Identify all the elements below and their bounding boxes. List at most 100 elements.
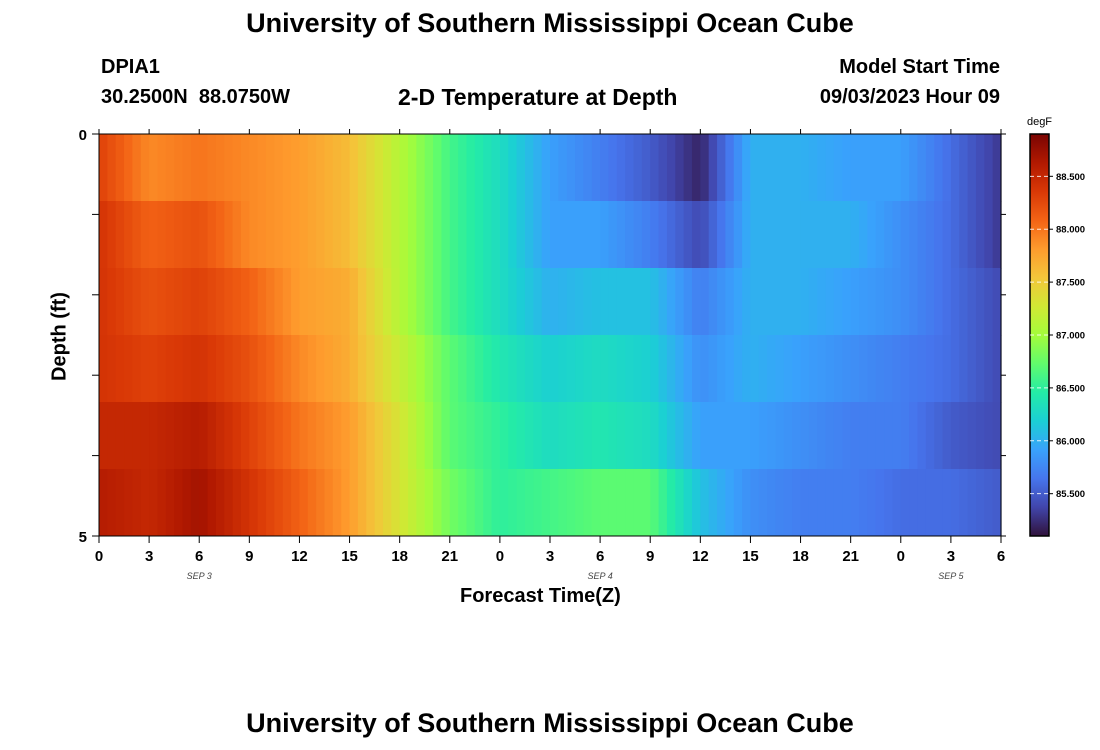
heatmap-cell <box>558 268 568 336</box>
heatmap-cell <box>291 268 301 336</box>
heatmap-cell <box>967 134 977 202</box>
heatmap-cell <box>115 268 125 336</box>
heatmap-cell <box>959 469 969 537</box>
heatmap-cell <box>466 335 476 403</box>
heatmap-cell <box>817 134 827 202</box>
heatmap-cell <box>199 402 209 470</box>
heatmap-cell <box>408 335 417 403</box>
heatmap-cell <box>165 335 175 403</box>
heatmap-cell <box>249 469 259 537</box>
heatmap-cell <box>391 335 401 403</box>
heatmap-cell <box>917 469 927 537</box>
heatmap-cell <box>850 402 860 470</box>
heatmap-cell <box>917 201 927 269</box>
heatmap-cell <box>600 201 610 269</box>
heatmap-cell <box>575 469 585 537</box>
heatmap-cell <box>491 268 501 336</box>
heatmap-cell <box>174 469 184 537</box>
y-tick-label: 0 <box>79 127 87 144</box>
heatmap-cell <box>174 335 184 403</box>
heatmap-cell <box>600 268 610 336</box>
heatmap-cell <box>633 134 643 202</box>
heatmap-cell <box>975 268 985 336</box>
heatmap-cell <box>408 134 417 202</box>
heatmap-cell <box>157 134 167 202</box>
heatmap-cell <box>524 469 534 537</box>
heatmap-cell <box>316 201 326 269</box>
heatmap-cell <box>550 402 559 470</box>
heatmap-cell <box>925 134 935 202</box>
heatmap-cell <box>224 134 234 202</box>
heatmap-cell <box>650 335 660 403</box>
heatmap-cell <box>508 402 518 470</box>
heatmap-cell <box>391 268 401 336</box>
heatmap-cell <box>625 268 635 336</box>
heatmap-cell <box>357 268 367 336</box>
heatmap-cell <box>491 201 501 269</box>
heatmap-cell <box>149 469 159 537</box>
heatmap-cell <box>825 335 835 403</box>
heatmap-cell <box>416 268 426 336</box>
heatmap-cell <box>867 335 877 403</box>
heatmap-cell <box>149 134 159 202</box>
heatmap-cell <box>399 268 409 336</box>
heatmap-cell <box>124 469 134 537</box>
heatmap-cell <box>224 335 234 403</box>
heatmap-cell <box>892 201 902 269</box>
heatmap-cell <box>157 335 167 403</box>
heatmap-cell <box>700 268 710 336</box>
heatmap-cell <box>583 201 593 269</box>
heatmap-cell <box>391 469 401 537</box>
heatmap-cell <box>190 268 200 336</box>
heatmap-cell <box>717 335 726 403</box>
heatmap-cell <box>449 402 459 470</box>
heatmap-cell <box>700 402 710 470</box>
heatmap-cell <box>332 402 342 470</box>
heatmap-cell <box>950 134 960 202</box>
y-tick-label: 5 <box>79 529 87 546</box>
heatmap-cell <box>99 402 108 470</box>
heatmap-cell <box>307 402 317 470</box>
heatmap-cell <box>959 402 969 470</box>
station-coords: 30.2500N 88.0750W <box>101 86 291 108</box>
heatmap-cell <box>792 335 802 403</box>
heatmap-cell <box>399 134 409 202</box>
heatmap-cell <box>449 134 459 202</box>
heatmap-cell <box>207 268 217 336</box>
heatmap-cell <box>399 201 409 269</box>
heatmap-cell <box>190 402 200 470</box>
heatmap-cell <box>600 134 610 202</box>
heatmap-cell <box>349 402 359 470</box>
heatmap-cell <box>900 335 910 403</box>
heatmap-cell <box>550 201 559 269</box>
heatmap-cell <box>132 402 142 470</box>
heatmap-cell <box>850 201 860 269</box>
heatmap-cell <box>984 402 994 470</box>
heatmap-cell <box>742 469 752 537</box>
heatmap-cell <box>224 268 234 336</box>
heatmap-cell <box>750 402 760 470</box>
heatmap-cell <box>767 268 777 336</box>
heatmap-cell <box>934 469 944 537</box>
heatmap-cell <box>424 402 434 470</box>
heatmap-cell <box>232 134 242 202</box>
heatmap-cell <box>792 469 802 537</box>
heatmap-cell <box>366 268 376 336</box>
date-label: SEP 4 <box>588 571 613 581</box>
heatmap-cell <box>675 268 685 336</box>
heatmap-cell <box>257 469 267 537</box>
heatmap-cell <box>516 268 526 336</box>
heatmap-cell <box>683 402 693 470</box>
heatmap-cell <box>575 335 585 403</box>
heatmap-cell <box>558 469 568 537</box>
heatmap-cell <box>199 134 209 202</box>
heatmap-cell <box>357 201 367 269</box>
heatmap-cell <box>316 469 326 537</box>
heatmap-cell <box>491 134 501 202</box>
heatmap-cell <box>975 469 985 537</box>
x-tick-label: 18 <box>792 548 809 565</box>
heatmap-cell <box>817 402 827 470</box>
heatmap-cell <box>533 335 543 403</box>
heatmap-cell <box>767 134 777 202</box>
heatmap-cell <box>441 335 451 403</box>
